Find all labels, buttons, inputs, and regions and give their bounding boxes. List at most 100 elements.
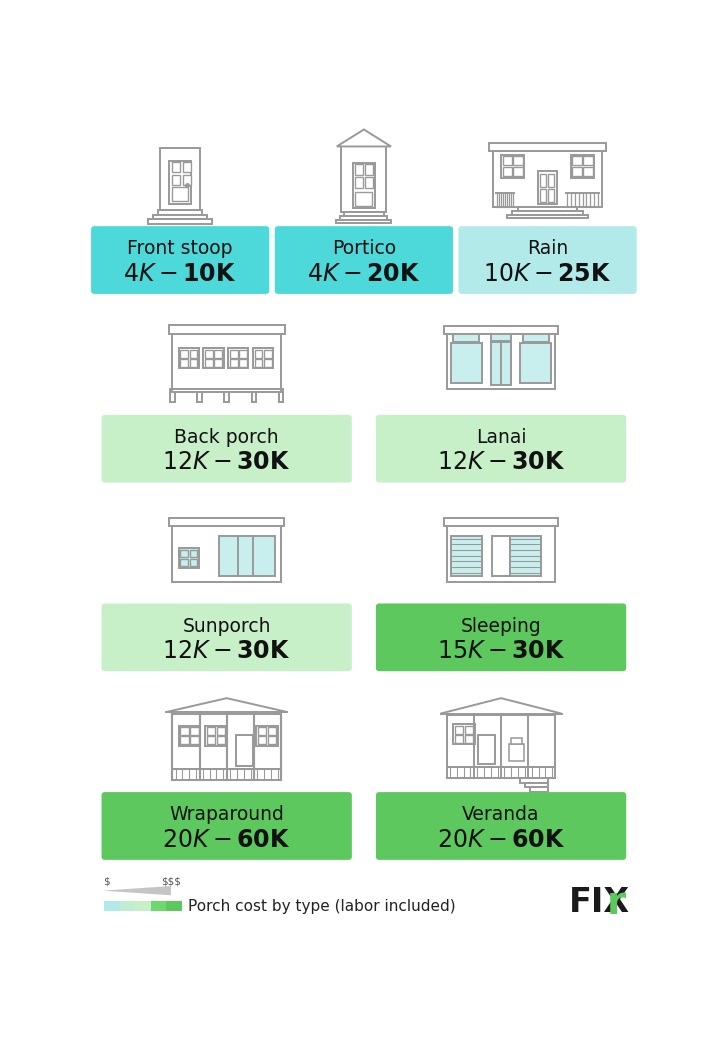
Bar xyxy=(180,736,189,744)
Bar xyxy=(239,350,247,357)
Text: $12K- $30K: $12K- $30K xyxy=(437,450,565,474)
Bar xyxy=(205,350,213,357)
Text: $4K - $20K: $4K - $20K xyxy=(307,262,420,286)
Bar xyxy=(183,174,191,185)
Bar xyxy=(205,359,213,366)
Bar xyxy=(224,389,229,402)
Bar xyxy=(366,177,373,188)
Bar xyxy=(337,219,391,223)
Bar xyxy=(180,350,188,357)
Bar xyxy=(540,173,546,187)
Bar xyxy=(179,548,199,568)
Bar xyxy=(488,143,606,151)
Bar xyxy=(511,738,522,744)
Bar xyxy=(230,359,238,366)
FancyBboxPatch shape xyxy=(102,792,352,860)
Bar xyxy=(518,207,577,211)
Bar xyxy=(547,173,554,187)
FancyBboxPatch shape xyxy=(376,414,626,482)
Bar xyxy=(264,350,272,357)
Bar xyxy=(214,359,222,366)
Bar xyxy=(268,736,276,744)
Text: r: r xyxy=(606,884,626,922)
Bar xyxy=(447,334,555,389)
Bar xyxy=(258,736,266,744)
Bar xyxy=(217,728,225,735)
FancyBboxPatch shape xyxy=(275,227,453,294)
Bar xyxy=(170,389,175,402)
Text: $4K- $10K: $4K- $10K xyxy=(124,262,237,286)
Bar xyxy=(236,735,253,766)
Bar xyxy=(255,350,263,357)
Bar xyxy=(173,334,281,389)
Bar xyxy=(491,334,511,341)
Bar xyxy=(355,192,373,206)
Bar xyxy=(230,350,238,357)
Text: Portico: Portico xyxy=(332,239,396,259)
Bar xyxy=(583,157,593,165)
Bar xyxy=(190,549,197,557)
Bar xyxy=(453,725,475,744)
Bar xyxy=(513,167,523,176)
FancyBboxPatch shape xyxy=(91,227,269,294)
Bar xyxy=(355,164,363,174)
Bar xyxy=(355,177,363,188)
Bar xyxy=(571,155,594,177)
Bar xyxy=(173,163,180,172)
Bar xyxy=(503,157,512,165)
Polygon shape xyxy=(337,129,391,146)
Text: FIX: FIX xyxy=(569,886,630,920)
Bar xyxy=(493,151,602,207)
Polygon shape xyxy=(103,886,171,896)
Bar xyxy=(501,155,524,177)
Bar xyxy=(251,389,256,402)
Bar xyxy=(342,146,386,212)
Bar xyxy=(205,726,226,745)
Bar xyxy=(153,215,207,219)
Bar xyxy=(510,536,541,575)
Bar xyxy=(253,536,275,575)
Bar xyxy=(104,901,120,911)
Bar xyxy=(530,787,547,792)
Bar xyxy=(491,342,511,385)
Text: Rain: Rain xyxy=(527,239,568,259)
Bar xyxy=(464,726,473,734)
Bar xyxy=(547,189,554,203)
Bar xyxy=(340,216,388,219)
FancyBboxPatch shape xyxy=(376,603,626,671)
Bar xyxy=(572,167,581,176)
Bar xyxy=(451,343,481,383)
Bar xyxy=(256,726,278,745)
Bar xyxy=(170,518,284,526)
Text: Lanai: Lanai xyxy=(476,428,526,447)
Bar xyxy=(120,901,135,911)
Bar xyxy=(583,167,593,176)
Bar xyxy=(507,215,589,218)
Bar xyxy=(219,536,258,575)
Bar xyxy=(173,187,188,200)
Bar xyxy=(353,164,375,208)
FancyBboxPatch shape xyxy=(102,603,352,671)
Text: Wraparound: Wraparound xyxy=(169,805,284,825)
Text: $15K- $30K: $15K- $30K xyxy=(437,639,565,663)
Bar xyxy=(217,736,225,744)
Bar xyxy=(190,736,199,744)
Text: $12K- $30K: $12K- $30K xyxy=(163,639,291,663)
FancyBboxPatch shape xyxy=(376,792,626,860)
Bar xyxy=(148,219,212,223)
Bar xyxy=(190,350,197,357)
Text: $20K- $60K: $20K- $60K xyxy=(163,828,291,852)
Bar xyxy=(180,728,189,735)
Text: $10K - $25K: $10K - $25K xyxy=(484,262,612,286)
Bar xyxy=(478,735,495,764)
Bar xyxy=(520,343,552,383)
Bar xyxy=(180,559,188,567)
Bar xyxy=(214,350,222,357)
Bar xyxy=(190,359,197,366)
Bar xyxy=(173,526,281,582)
Bar xyxy=(190,559,197,567)
Bar xyxy=(207,728,215,735)
Bar xyxy=(444,326,558,334)
Bar xyxy=(158,210,202,215)
FancyBboxPatch shape xyxy=(459,227,637,294)
